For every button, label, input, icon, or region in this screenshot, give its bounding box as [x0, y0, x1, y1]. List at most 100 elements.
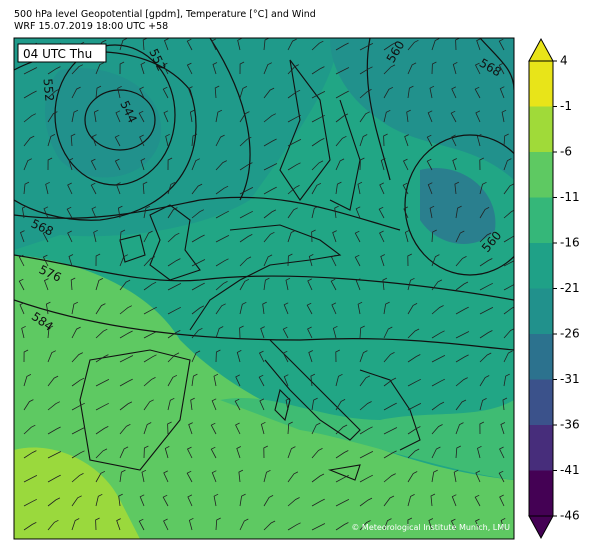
- wind-barb: [191, 209, 204, 219]
- wind-barb: [311, 160, 324, 171]
- wind-barb: [164, 446, 170, 459]
- wind-barb: [215, 210, 229, 219]
- wind-barb: [357, 301, 363, 315]
- wind-barb: [498, 38, 505, 51]
- wind-barb: [498, 470, 505, 483]
- copyright: © Meteorological Institute Munich, LMU: [351, 523, 510, 532]
- wind-barb: [215, 258, 229, 267]
- wind-barb: [455, 230, 465, 243]
- wind-barb: [479, 181, 487, 195]
- wind-barb: [307, 326, 313, 339]
- wind-barb: [359, 451, 374, 459]
- wind-barb: [383, 495, 395, 507]
- wind-barb: [335, 67, 350, 75]
- wind-barb: [191, 259, 206, 267]
- wind-barb: [431, 254, 440, 267]
- wind-barb: [191, 183, 203, 195]
- wind-barb: [431, 424, 443, 435]
- wind-barb: [383, 42, 397, 51]
- wind-barb: [47, 350, 56, 363]
- wind-barb: [238, 469, 244, 483]
- wind-barb: [236, 446, 241, 459]
- wind-barb: [479, 282, 493, 291]
- wind-barb: [143, 230, 153, 243]
- wind-barb: [167, 397, 175, 411]
- wind-barb: [404, 134, 409, 147]
- wind-barb: [499, 494, 505, 507]
- wind-barb: [19, 230, 25, 243]
- wind-barb: [335, 522, 349, 531]
- wind-barb: [19, 302, 25, 315]
- wind-barb: [71, 377, 85, 387]
- wind-barb: [407, 62, 417, 75]
- wind-barb: [263, 209, 277, 219]
- wind-barb: [285, 397, 291, 411]
- wind-barb: [402, 182, 409, 195]
- wind-barb: [287, 64, 299, 75]
- wind-barb: [475, 110, 481, 123]
- wind-barb: [211, 38, 217, 51]
- wind-barb: [139, 494, 145, 507]
- wind-barb: [379, 230, 385, 243]
- wind-barb: [119, 254, 128, 267]
- wind-barb: [287, 421, 293, 435]
- wind-barb: [431, 378, 445, 387]
- wind-barb: [142, 38, 148, 51]
- wind-barb: [260, 326, 265, 339]
- wind-barb: [359, 157, 365, 171]
- wind-barb: [332, 325, 338, 339]
- wind-barb: [503, 209, 514, 219]
- colorbar-tick-label: -26: [560, 327, 580, 341]
- wind-barb: [474, 494, 481, 507]
- wind-barb: [215, 517, 221, 531]
- wind-barb: [71, 402, 85, 411]
- wind-barb: [23, 399, 34, 411]
- wind-barb: [359, 111, 370, 123]
- wind-barb: [235, 422, 241, 435]
- wind-barb: [383, 64, 396, 75]
- wind-barb: [311, 448, 323, 459]
- wind-barb: [431, 401, 445, 411]
- wind-barb: [167, 306, 181, 315]
- wind-barb: [95, 426, 109, 435]
- wind-barb: [382, 277, 388, 291]
- wind-barb: [383, 352, 395, 363]
- wind-barb: [189, 109, 195, 123]
- wind-barb: [212, 62, 218, 75]
- wind-barb: [162, 62, 169, 75]
- wind-barb: [167, 207, 178, 219]
- wind-barb: [334, 205, 339, 219]
- wind-barb: [23, 90, 37, 99]
- wind-barb: [47, 519, 59, 531]
- wind-barb: [114, 158, 121, 171]
- colorbar-band: [529, 61, 553, 107]
- wind-barb: [263, 62, 272, 75]
- colorbar-band: [529, 197, 553, 243]
- wind-barb: [475, 470, 481, 483]
- wind-barb: [407, 277, 415, 291]
- colorbar-tick-label: -6: [560, 145, 572, 159]
- wind-barb: [23, 522, 37, 531]
- wind-barb: [335, 474, 349, 483]
- wind-barb: [331, 302, 337, 315]
- wind-barb: [474, 62, 481, 75]
- wind-barb: [163, 110, 169, 123]
- wind-barb: [215, 160, 227, 171]
- wind-barb: [383, 109, 391, 123]
- wind-barb: [355, 206, 361, 219]
- wind-barb: [263, 87, 275, 99]
- wind-barb: [47, 375, 59, 387]
- wind-barb: [383, 518, 392, 531]
- wind-barb: [383, 301, 390, 315]
- contour-label: 552: [41, 78, 57, 102]
- wind-barb: [359, 325, 365, 339]
- colorbar-band: [529, 470, 553, 516]
- wind-barb: [21, 325, 26, 339]
- wind-barb: [119, 330, 133, 339]
- wind-barb: [215, 134, 225, 147]
- header-line-2: WRF 15.07.2019 18:00 UTC +58: [14, 21, 168, 32]
- wind-barb: [383, 473, 396, 483]
- wind-barb: [167, 421, 172, 435]
- wind-barb: [407, 448, 420, 459]
- colorbar-band: [529, 106, 553, 152]
